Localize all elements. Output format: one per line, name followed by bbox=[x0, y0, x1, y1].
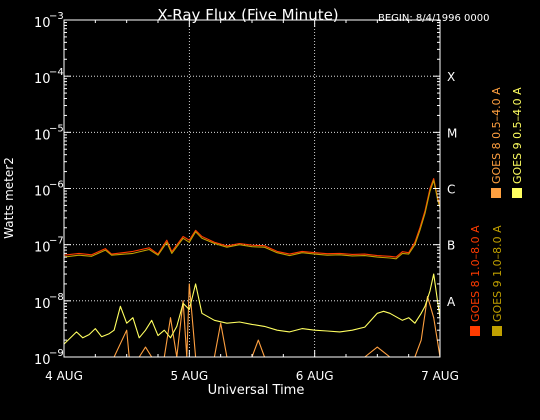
flare-class-label: C bbox=[447, 183, 455, 197]
ticks bbox=[63, 19, 441, 358]
y-tick-exponent: −5 bbox=[49, 123, 64, 134]
legend-entry: GOES 9 1.0–8.0 A bbox=[491, 225, 504, 336]
flare-class-labels: A B C M X bbox=[447, 70, 457, 309]
x-tick-label: 6 AUG bbox=[296, 369, 334, 383]
flare-class-label: M bbox=[447, 126, 457, 140]
y-tick-base: 10 bbox=[34, 297, 51, 312]
x-axis-label: Universal Time bbox=[208, 383, 305, 398]
y-tick-label: 10−4 bbox=[34, 67, 64, 87]
x-tick-labels: 4 AUG 5 AUG 6 AUG 7 AUG bbox=[45, 369, 459, 383]
y-tick-exponent: −3 bbox=[49, 11, 64, 22]
series-line-4 bbox=[63, 273, 441, 345]
y-tick-label: 10−5 bbox=[34, 123, 64, 143]
begin-date-label: BEGIN: 8/4/1996 0000 bbox=[378, 13, 489, 24]
y-tick-exponent: −6 bbox=[49, 180, 64, 191]
series-line-3 bbox=[63, 179, 441, 260]
flare-class-label: B bbox=[447, 239, 455, 253]
legend-label: GOES 8 1.0–8.0 A bbox=[469, 225, 482, 322]
legend-swatch bbox=[512, 188, 522, 198]
legend-swatch bbox=[470, 326, 480, 336]
y-tick-label: 10−3 bbox=[34, 11, 64, 31]
y-tick-exponent: −4 bbox=[49, 67, 64, 78]
legend-entry: GOES 8 1.0–8.0 A bbox=[469, 225, 482, 336]
chart-title: X-Ray Flux (Five Minute) bbox=[157, 6, 338, 24]
y-tick-exponent: −9 bbox=[49, 348, 64, 359]
y-tick-base: 10 bbox=[34, 72, 51, 87]
legend-swatch bbox=[492, 326, 502, 336]
y-tick-labels: 10−910−810−710−610−510−410−3 bbox=[34, 11, 64, 368]
legend-entry: GOES 9 0.5–4.0 A bbox=[511, 87, 524, 198]
legend-label: GOES 9 0.5–4.0 A bbox=[511, 87, 524, 184]
y-tick-base: 10 bbox=[34, 16, 51, 31]
y-axis-label: Watts meter2 bbox=[2, 157, 16, 239]
x-tick-label: 5 AUG bbox=[170, 369, 208, 383]
flare-class-label: X bbox=[447, 70, 455, 84]
y-tick-base: 10 bbox=[34, 241, 51, 256]
legend-entry: GOES 8 0.5–4.0 A bbox=[490, 87, 503, 198]
y-tick-base: 10 bbox=[34, 353, 51, 368]
legend-label: GOES 8 0.5–4.0 A bbox=[490, 87, 503, 184]
y-tick-base: 10 bbox=[34, 128, 51, 143]
grid-lines bbox=[64, 20, 440, 357]
legend-label: GOES 9 1.0–8.0 A bbox=[491, 225, 504, 322]
x-tick-label: 7 AUG bbox=[421, 369, 459, 383]
x-tick-label: 4 AUG bbox=[45, 369, 83, 383]
y-tick-label: 10−8 bbox=[34, 292, 64, 312]
flare-class-label: A bbox=[447, 295, 456, 309]
series-line-1 bbox=[63, 178, 441, 258]
legend: GOES 8 1.0–8.0 A GOES 8 0.5–4.0 A GOES 9 1… bbox=[469, 87, 524, 336]
legend-swatch bbox=[491, 188, 501, 198]
y-tick-label: 10−9 bbox=[34, 348, 64, 368]
y-tick-exponent: −7 bbox=[49, 236, 64, 247]
y-tick-label: 10−6 bbox=[34, 180, 64, 200]
y-tick-label: 10−7 bbox=[34, 236, 64, 256]
y-tick-base: 10 bbox=[34, 185, 51, 200]
y-tick-exponent: −8 bbox=[49, 292, 64, 303]
